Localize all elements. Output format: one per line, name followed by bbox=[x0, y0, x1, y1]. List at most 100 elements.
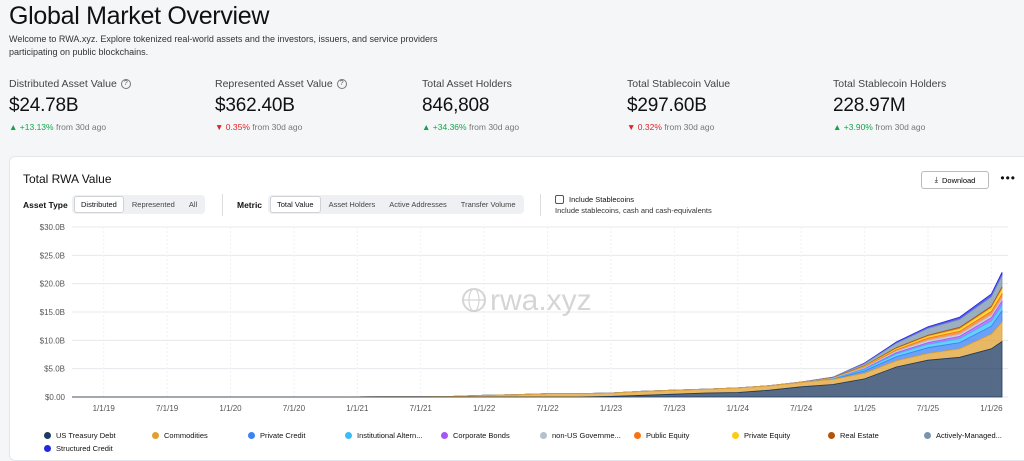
divider bbox=[540, 194, 541, 216]
y-tick-label: $30.0B bbox=[40, 223, 65, 232]
rwa-watermark: rwa.xyz bbox=[462, 284, 592, 317]
legend-swatch bbox=[248, 432, 255, 439]
legend-item[interactable]: non-US Governme... bbox=[540, 431, 621, 440]
stat-change-value: +3.90% bbox=[843, 122, 873, 132]
legend-item[interactable]: US Treasury Debt bbox=[44, 431, 116, 440]
legend-item[interactable]: Institutional Altern... bbox=[345, 431, 422, 440]
arrow-down-icon: ▼ bbox=[627, 122, 636, 132]
stat-change-value: +34.36% bbox=[432, 122, 467, 132]
legend-label: Structured Credit bbox=[56, 444, 113, 453]
stat-change: ▲ +13.13% from 30d ago bbox=[9, 122, 199, 132]
download-icon: ⤓ bbox=[934, 175, 938, 184]
divider bbox=[222, 194, 223, 216]
legend-item[interactable]: Public Equity bbox=[634, 431, 689, 440]
legend-swatch bbox=[828, 432, 835, 439]
x-tick-label: 1/1/20 bbox=[219, 404, 242, 413]
info-icon[interactable]: ? bbox=[120, 79, 131, 89]
stat-change-period: from 30d ago bbox=[875, 122, 926, 132]
legend-item[interactable]: Actively-Managed... bbox=[924, 431, 1002, 440]
legend-label: Private Equity bbox=[744, 431, 791, 440]
stat-change: ▼ 0.35% from 30d ago bbox=[215, 122, 405, 132]
option-distributed[interactable]: Distributed bbox=[74, 196, 124, 213]
legend-swatch bbox=[44, 445, 51, 452]
legend-item[interactable]: Real Estate bbox=[828, 431, 879, 440]
x-tick-label: 1/1/19 bbox=[93, 404, 116, 413]
x-tick-label: 1/1/24 bbox=[727, 404, 750, 413]
metric-selector: Total Value Asset Holders Active Addresses… bbox=[268, 195, 524, 214]
legend-item[interactable]: Private Credit bbox=[248, 431, 305, 440]
legend-swatch bbox=[732, 432, 739, 439]
x-tick-label: 7/1/19 bbox=[156, 404, 179, 413]
stat-change-period: from 30d ago bbox=[252, 122, 303, 132]
area-series-us-treasury-debt[interactable] bbox=[72, 340, 1003, 398]
stat-card: Total Stablecoin Value $297.60B ▼ 0.32% fr… bbox=[627, 78, 817, 132]
download-button[interactable]: ⤓ Download bbox=[921, 171, 989, 189]
stat-value: $362.40B bbox=[215, 95, 295, 116]
legend-label: Corporate Bonds bbox=[453, 431, 510, 440]
stat-value: 228.97M bbox=[833, 95, 906, 116]
stat-change-value: +13.13% bbox=[19, 122, 54, 132]
option-represented[interactable]: Represented bbox=[131, 200, 175, 209]
legend-label: non-US Governme... bbox=[552, 431, 621, 440]
y-tick-label: $5.0B bbox=[44, 365, 65, 374]
include-stablecoins-label: Include Stablecoins bbox=[569, 195, 635, 204]
x-tick-label: 7/1/23 bbox=[663, 404, 686, 413]
stat-change-value: 0.32% bbox=[637, 122, 662, 132]
info-icon[interactable]: ? bbox=[336, 79, 347, 89]
x-tick-label: 7/1/24 bbox=[790, 404, 813, 413]
option-total-value[interactable]: Total Value bbox=[270, 196, 321, 213]
legend-label: US Treasury Debt bbox=[56, 431, 116, 440]
stat-label: Total Stablecoin Holders bbox=[833, 78, 947, 90]
card-title: Total RWA Value bbox=[23, 172, 112, 186]
stat-label: Distributed Asset Value? bbox=[9, 78, 199, 90]
option-active-addresses[interactable]: Active Addresses bbox=[389, 200, 447, 209]
asset-type-selector: Distributed Represented All bbox=[72, 195, 206, 214]
include-stablecoins-control[interactable]: Include Stablecoins Include stablecoins,… bbox=[555, 195, 712, 215]
asset-type-label: Asset Type bbox=[23, 200, 68, 210]
stat-value: $297.60B bbox=[627, 95, 707, 116]
arrow-up-icon: ▲ bbox=[422, 122, 431, 132]
y-tick-label: $0.00 bbox=[45, 393, 66, 402]
y-tick-label: $15.0B bbox=[40, 308, 65, 317]
legend-swatch bbox=[441, 432, 448, 439]
stat-label: Total Stablecoin Value bbox=[627, 78, 731, 90]
stat-card: Represented Asset Value? $362.40B ▼ 0.35% … bbox=[215, 78, 405, 132]
rwa-value-chart[interactable]: $30.0B $25.0B $20.0B $15.0B $10.0B $5.0B $0.00… bbox=[10, 217, 1010, 417]
legend-item[interactable]: Private Equity bbox=[732, 431, 790, 440]
legend-swatch bbox=[540, 432, 547, 439]
stat-change-period: from 30d ago bbox=[468, 122, 520, 132]
option-all[interactable]: All bbox=[188, 200, 198, 209]
legend-swatch bbox=[44, 432, 51, 439]
stat-card: Total Asset Holders 846,808 ▲ +34.36% from… bbox=[422, 78, 612, 132]
x-tick-label: 1/1/22 bbox=[473, 404, 496, 413]
x-tick-label: 7/1/21 bbox=[410, 404, 433, 413]
stat-change-period: from 30d ago bbox=[55, 122, 107, 132]
more-options-icon[interactable]: ••• bbox=[1000, 171, 1016, 185]
y-tick-label: $10.0B bbox=[40, 336, 65, 345]
y-tick-label: $20.0B bbox=[40, 280, 65, 289]
include-stablecoins-checkbox[interactable] bbox=[555, 195, 564, 204]
x-tick-label: 1/1/26 bbox=[980, 404, 1003, 413]
legend-label: Actively-Managed... bbox=[936, 431, 1002, 440]
stat-value: 846,808 bbox=[422, 95, 490, 116]
legend-item[interactable]: Structured Credit bbox=[44, 444, 113, 453]
stat-change: ▼ 0.32% from 30d ago bbox=[627, 122, 817, 132]
legend-item[interactable]: Commodities bbox=[152, 431, 208, 440]
metric-label: Metric bbox=[237, 200, 263, 210]
stat-value: $24.78B bbox=[9, 95, 79, 116]
option-asset-holders[interactable]: Asset Holders bbox=[328, 200, 376, 209]
stat-change: ▲ +3.90% from 30d ago bbox=[833, 122, 1023, 132]
legend-label: Real Estate bbox=[840, 431, 879, 440]
x-tick-label: 7/1/20 bbox=[283, 404, 306, 413]
total-rwa-value-card: Total RWA Value ⤓ Download ••• Asset Typ… bbox=[9, 156, 1024, 461]
watermark-text: rwa.xyz bbox=[490, 284, 592, 317]
download-label: Download bbox=[941, 175, 976, 185]
option-transfer-volume[interactable]: Transfer Volume bbox=[460, 200, 516, 209]
include-stablecoins-description: Include stablecoins, cash and cash-equiv… bbox=[555, 206, 712, 215]
legend-swatch bbox=[634, 432, 641, 439]
legend-swatch bbox=[152, 432, 159, 439]
arrow-up-icon: ▲ bbox=[833, 122, 842, 132]
legend-item[interactable]: Corporate Bonds bbox=[441, 431, 510, 440]
arrow-up-icon: ▲ bbox=[9, 122, 18, 132]
stat-card: Distributed Asset Value? $24.78B ▲ +13.13%… bbox=[9, 78, 199, 132]
